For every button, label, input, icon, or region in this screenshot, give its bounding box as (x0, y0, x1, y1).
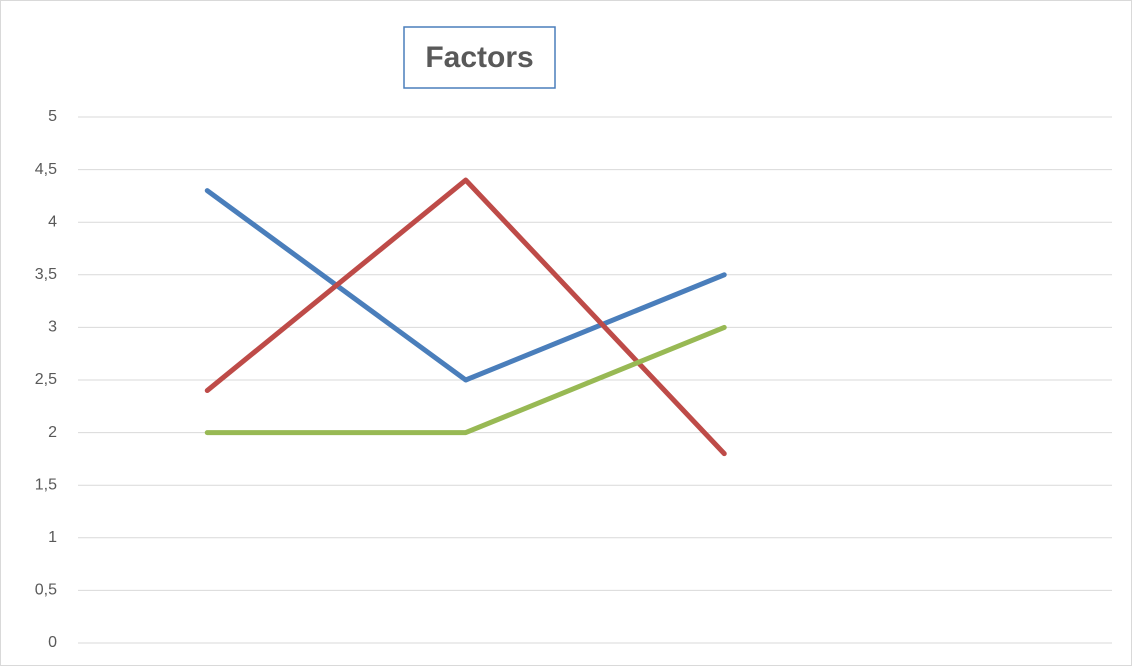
y-tick-label: 2 (48, 424, 57, 441)
y-tick-label: 1 (48, 529, 57, 546)
y-tick-label: 0 (48, 634, 57, 651)
series-line (204, 188, 727, 383)
chart-title: Factors (425, 41, 533, 74)
y-tick-label: 5 (48, 108, 57, 125)
y-tick-label: 2,5 (35, 371, 57, 388)
y-tick-label: 3 (48, 319, 57, 336)
y-tick-label: 0,5 (35, 582, 57, 599)
series-line (204, 324, 727, 436)
y-tick-label: 4,5 (35, 161, 57, 178)
y-tick-label: 1,5 (35, 476, 57, 493)
title-box (403, 26, 556, 89)
y-tick-label: 4 (48, 213, 57, 230)
y-tick-label: 3,5 (35, 266, 57, 283)
